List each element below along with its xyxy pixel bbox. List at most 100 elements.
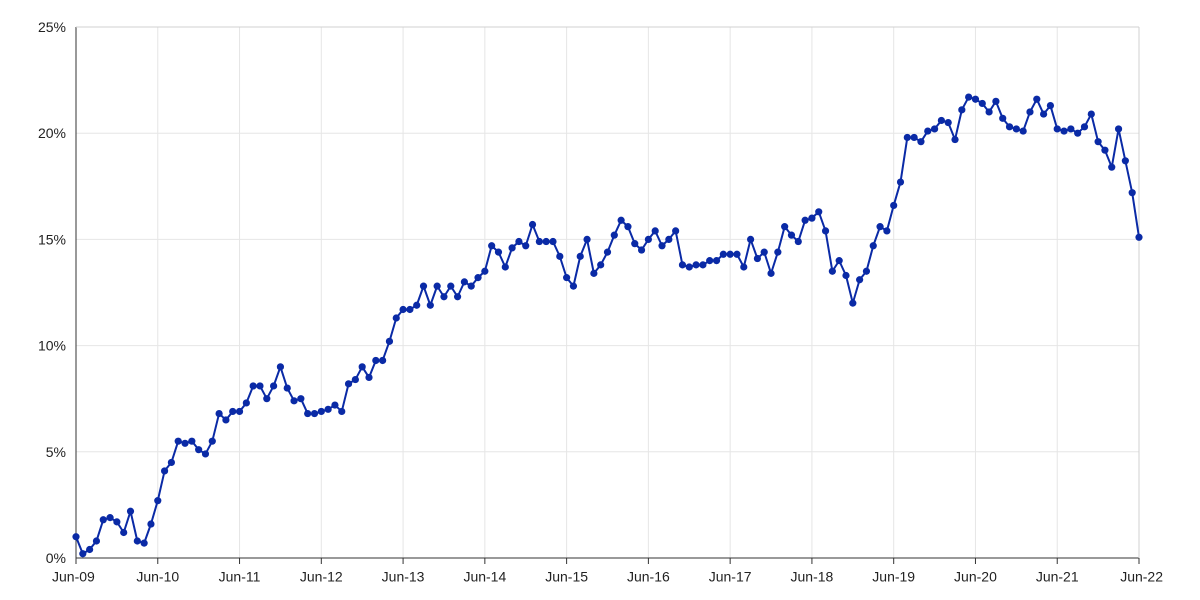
data-point — [747, 235, 755, 243]
data-point — [1094, 138, 1102, 146]
data-point — [154, 497, 162, 505]
data-point — [971, 95, 980, 103]
data-point — [440, 293, 448, 301]
data-point — [167, 458, 175, 467]
data-point — [637, 246, 646, 254]
data-point — [474, 274, 482, 282]
x-tick-label: Jun-21 — [1036, 569, 1079, 585]
data-point — [610, 231, 618, 239]
data-point — [72, 533, 80, 541]
data-point — [290, 397, 298, 405]
series-line — [75, 96, 1140, 555]
data-point — [978, 99, 986, 108]
data-point — [188, 437, 196, 445]
data-point — [692, 261, 700, 269]
data-point — [767, 269, 775, 277]
data-point — [1087, 110, 1095, 118]
data-point — [249, 382, 257, 390]
data-point — [665, 235, 673, 243]
data-point — [86, 545, 94, 554]
y-tick-label: 25% — [38, 19, 66, 35]
data-point — [828, 267, 836, 275]
data-point — [1026, 108, 1034, 116]
data-point — [678, 261, 687, 269]
data-point — [1005, 123, 1014, 131]
data-point — [535, 237, 543, 246]
data-point — [351, 375, 359, 384]
data-point — [842, 271, 850, 280]
data-point — [501, 263, 509, 271]
data-point — [304, 409, 312, 418]
data-point — [985, 108, 993, 116]
data-point — [92, 537, 101, 545]
y-tick-label: 5% — [46, 444, 66, 460]
data-point — [1101, 146, 1109, 154]
data-point — [549, 237, 557, 246]
x-axis-ticks — [75, 558, 1140, 564]
data-point — [999, 114, 1007, 122]
data-point — [522, 242, 530, 250]
data-point — [937, 116, 945, 125]
data-point — [195, 446, 203, 454]
data-point — [651, 227, 659, 235]
x-tick-label: Jun-16 — [627, 569, 670, 585]
x-tick-label: Jun-11 — [219, 569, 261, 585]
data-point — [1135, 233, 1143, 241]
data-point — [413, 301, 421, 309]
data-point — [576, 252, 584, 260]
data-point — [890, 201, 898, 210]
data-point — [494, 248, 503, 256]
data-point — [467, 282, 475, 290]
data-point — [896, 178, 905, 186]
data-point — [774, 248, 782, 256]
data-point — [876, 223, 884, 231]
data-point — [603, 248, 612, 256]
data-point — [317, 407, 325, 416]
data-point — [324, 405, 332, 413]
data-point — [965, 93, 973, 101]
data-point — [1080, 123, 1089, 131]
data-point — [379, 356, 387, 365]
data-point — [215, 409, 223, 418]
data-point — [542, 237, 550, 246]
data-point — [133, 537, 141, 545]
x-tick-label: Jun-19 — [872, 569, 915, 585]
x-tick-label: Jun-14 — [463, 569, 506, 585]
data-point — [1046, 101, 1055, 110]
data-point — [951, 135, 959, 144]
data-point — [787, 231, 796, 239]
data-point — [113, 518, 121, 526]
data-point — [624, 223, 632, 231]
x-tick-label: Jun-18 — [791, 569, 834, 585]
data-point — [372, 356, 380, 365]
data-point — [924, 127, 932, 135]
series-group — [72, 93, 1143, 558]
data-point — [699, 261, 707, 269]
data-point — [270, 382, 278, 390]
x-tick-label: Jun-09 — [52, 569, 95, 585]
data-point — [1128, 189, 1136, 197]
data-point — [910, 133, 918, 142]
data-point — [385, 337, 394, 345]
data-point — [365, 373, 373, 382]
y-tick-label: 15% — [38, 231, 66, 247]
data-point — [460, 278, 468, 286]
data-point — [447, 282, 455, 290]
data-point — [1012, 125, 1020, 133]
data-point — [944, 118, 952, 127]
data-point — [201, 450, 210, 458]
x-tick-label: Jun-12 — [300, 569, 343, 585]
data-point — [433, 282, 441, 290]
data-point — [1019, 127, 1027, 135]
x-tick-label: Jun-15 — [545, 569, 588, 585]
data-point — [801, 216, 809, 224]
data-point — [719, 250, 727, 258]
data-point — [406, 305, 414, 314]
data-point — [597, 261, 605, 269]
data-point — [1108, 163, 1116, 171]
data-point — [160, 467, 169, 475]
data-point — [481, 267, 489, 275]
data-point — [958, 106, 966, 114]
data-point — [358, 363, 366, 371]
